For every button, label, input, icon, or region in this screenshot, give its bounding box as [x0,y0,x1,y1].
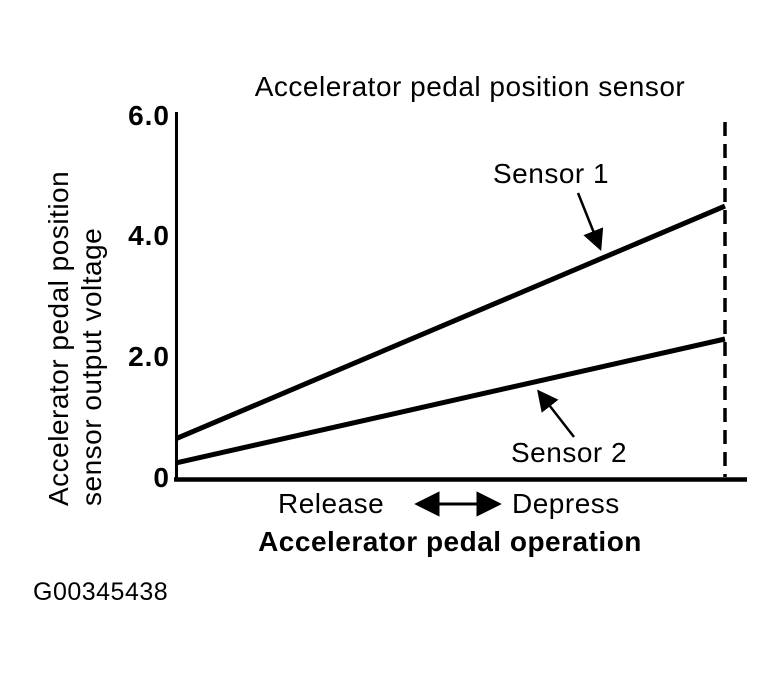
x-category-depress: Depress [512,488,620,519]
series-line-sensor1 [175,203,726,442]
y-tick-label: 6.0 [128,99,170,131]
series-line-sensor2 [175,336,726,466]
x-axis-title: Accelerator pedal operation [258,526,642,557]
sensor1-pointer-arrow-icon [576,192,604,251]
chart-title: Accelerator pedal position sensor [254,71,686,102]
y-tick-label: 2.0 [128,341,170,373]
series-lines-group [175,203,726,466]
y-tick-label: 4.0 [128,220,170,252]
y-tick-label: 0 [153,462,170,493]
y-axis-label: Accelerator pedal position sensor output… [42,84,110,506]
x-category-release: Release [278,488,385,519]
sensor2-series-label: Sensor 2 [511,437,628,468]
sensor1-series-label: Sensor 1 [493,158,610,189]
y-axis-label-line2: sensor output voltage [76,227,107,506]
sensor2-pointer-arrow-icon [537,389,575,438]
figure-id-label: G00345438 [33,578,169,606]
y-axis-label-line1: Accelerator pedal position [43,170,74,506]
